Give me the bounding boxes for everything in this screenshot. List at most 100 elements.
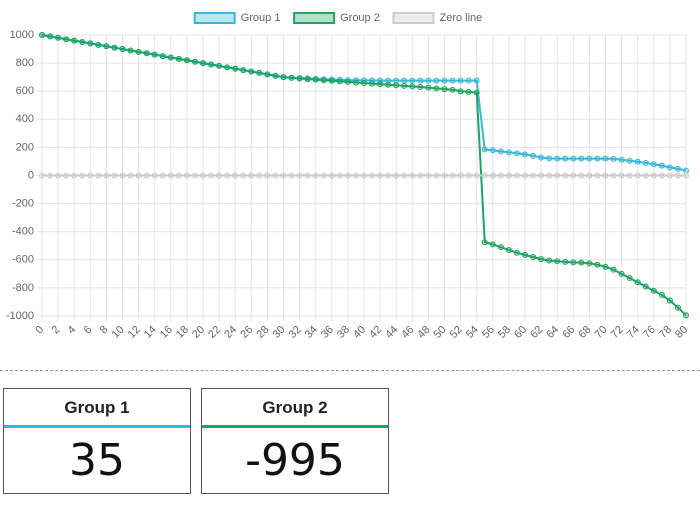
point bbox=[183, 57, 190, 64]
point bbox=[393, 82, 400, 89]
point bbox=[618, 172, 625, 179]
point bbox=[465, 77, 472, 84]
x-tick-label: 78 bbox=[657, 324, 674, 341]
point bbox=[401, 82, 408, 89]
point bbox=[224, 64, 231, 71]
x-tick-label: 54 bbox=[464, 324, 481, 341]
x-tick-label: 64 bbox=[544, 324, 561, 341]
point bbox=[87, 172, 94, 179]
point bbox=[610, 155, 617, 162]
x-tick-label: 72 bbox=[609, 324, 626, 341]
point bbox=[336, 172, 343, 179]
legend-label: Group 2 bbox=[340, 12, 380, 24]
point bbox=[594, 172, 601, 179]
x-tick-label: 40 bbox=[351, 324, 368, 341]
point bbox=[361, 80, 367, 87]
point bbox=[385, 77, 392, 84]
x-tick-label: 62 bbox=[528, 324, 545, 341]
point bbox=[634, 279, 641, 286]
point bbox=[393, 172, 400, 179]
point bbox=[232, 65, 239, 72]
x-tick-label: 76 bbox=[641, 324, 658, 341]
point bbox=[135, 48, 142, 55]
x-tick-label: 2 bbox=[49, 324, 62, 337]
legend-item[interactable]: Group 1 bbox=[193, 12, 281, 24]
point bbox=[538, 154, 545, 161]
point bbox=[618, 270, 625, 277]
point bbox=[312, 172, 319, 179]
point bbox=[377, 172, 384, 179]
point bbox=[522, 172, 528, 179]
point bbox=[63, 172, 70, 179]
point bbox=[626, 275, 633, 282]
point bbox=[344, 172, 351, 179]
x-tick-label: 6 bbox=[82, 324, 95, 337]
point bbox=[513, 172, 520, 179]
point bbox=[602, 172, 609, 179]
point bbox=[103, 172, 110, 179]
point bbox=[409, 172, 416, 179]
point bbox=[465, 172, 472, 179]
card-title: Group 2 bbox=[202, 389, 388, 428]
x-tick-label: 66 bbox=[560, 324, 577, 341]
point bbox=[602, 263, 609, 270]
x-tick-label: 68 bbox=[576, 324, 593, 341]
point bbox=[505, 172, 512, 179]
point bbox=[505, 246, 512, 253]
point bbox=[111, 44, 118, 51]
point bbox=[586, 155, 593, 162]
point bbox=[288, 172, 295, 179]
point bbox=[618, 156, 625, 163]
point bbox=[658, 172, 665, 179]
point bbox=[191, 172, 198, 179]
legend-swatch bbox=[293, 12, 336, 24]
point bbox=[570, 172, 577, 179]
point bbox=[119, 46, 126, 53]
point bbox=[55, 34, 62, 41]
point bbox=[151, 51, 158, 58]
point bbox=[674, 165, 681, 172]
point bbox=[578, 172, 585, 179]
point bbox=[473, 89, 480, 96]
point bbox=[594, 155, 601, 162]
point bbox=[538, 256, 545, 263]
point bbox=[650, 172, 657, 179]
point bbox=[433, 77, 440, 84]
point bbox=[481, 172, 488, 179]
point bbox=[554, 258, 561, 265]
point bbox=[489, 241, 496, 248]
point bbox=[449, 172, 456, 179]
point bbox=[240, 172, 247, 179]
x-tick-label: 26 bbox=[238, 324, 255, 341]
point bbox=[280, 172, 287, 179]
point bbox=[530, 253, 537, 260]
point bbox=[626, 157, 633, 164]
y-tick-label: -200 bbox=[12, 198, 34, 210]
x-tick-label: 16 bbox=[158, 324, 175, 341]
point bbox=[658, 162, 665, 169]
point bbox=[200, 172, 206, 179]
point bbox=[642, 283, 649, 290]
point bbox=[288, 74, 295, 81]
legend-label: Group 1 bbox=[241, 12, 281, 24]
point bbox=[248, 172, 255, 179]
legend-item[interactable]: Group 2 bbox=[293, 12, 380, 24]
point bbox=[361, 172, 367, 179]
point bbox=[562, 172, 569, 179]
point bbox=[522, 151, 528, 158]
point bbox=[666, 172, 673, 179]
card-value: 35 bbox=[69, 435, 125, 486]
point bbox=[79, 39, 86, 46]
point bbox=[63, 36, 70, 43]
point bbox=[634, 158, 641, 165]
point bbox=[71, 37, 78, 44]
point bbox=[103, 43, 110, 50]
point bbox=[683, 172, 689, 179]
point bbox=[666, 164, 673, 171]
point bbox=[111, 172, 118, 179]
point bbox=[425, 84, 432, 91]
point bbox=[457, 88, 464, 95]
legend-item[interactable]: Zero line bbox=[392, 12, 483, 24]
point bbox=[312, 76, 319, 83]
